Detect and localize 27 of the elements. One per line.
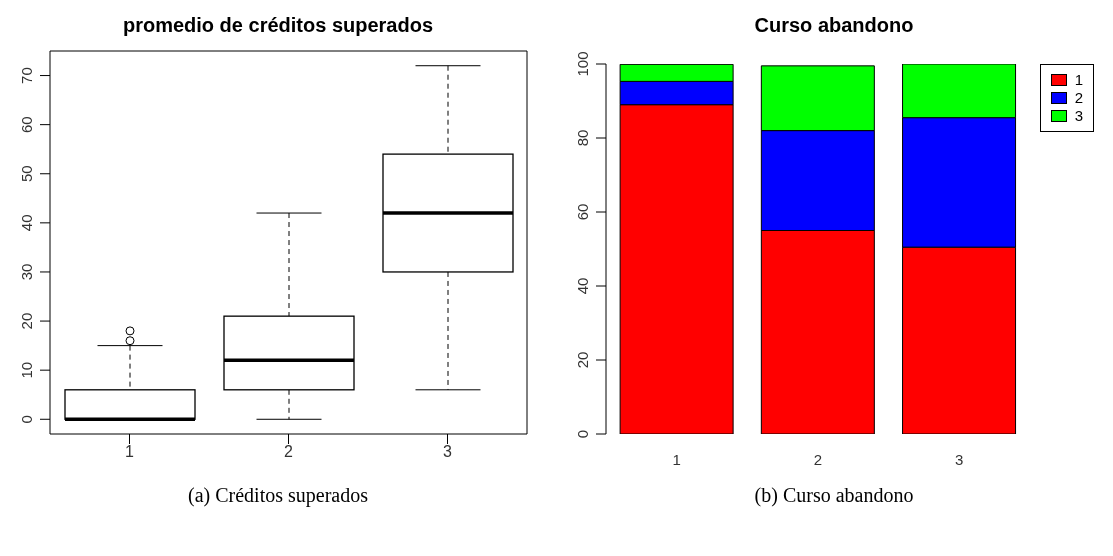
text: (b) Curso abandono — [753, 484, 915, 507]
x-tick-label: 1 — [672, 450, 681, 468]
x-tick-label: 3 — [443, 443, 453, 461]
y-tick-label: 100 — [574, 51, 591, 77]
legend-label: 3 — [1074, 107, 1083, 125]
y-tick-label: 20 — [574, 351, 591, 369]
y-tick-label: 50 — [18, 165, 35, 183]
x-tick-label: 3 — [954, 450, 964, 468]
y-tick-label: 60 — [574, 203, 591, 221]
legend-label: 1 — [1074, 71, 1083, 89]
y-tick-label: 20 — [18, 312, 35, 330]
x-tick-label: 2 — [813, 450, 822, 468]
y-tick-label: 40 — [18, 214, 35, 232]
y-tick-label: 0 — [18, 415, 35, 424]
y-tick-label: 0 — [574, 429, 591, 439]
text: (a) Créditos superados — [187, 484, 369, 507]
y-tick-label: 60 — [18, 116, 35, 133]
chart-title: Curso abandono — [753, 14, 915, 38]
y-tick-label: 40 — [574, 277, 591, 295]
y-tick-label: 70 — [18, 67, 35, 84]
y-tick-label: 80 — [574, 129, 591, 147]
chart-title: promedio de créditos superados — [121, 14, 435, 38]
y-tick-label: 10 — [18, 361, 35, 379]
legend-label: 2 — [1074, 89, 1083, 107]
x-tick-label: 1 — [125, 443, 135, 461]
x-tick-label: 2 — [284, 443, 294, 461]
y-tick-label: 30 — [18, 263, 35, 281]
